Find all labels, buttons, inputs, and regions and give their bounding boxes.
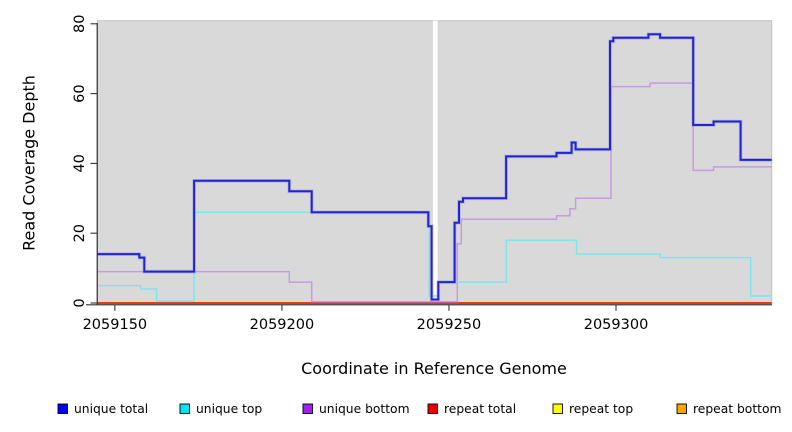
legend-label-unique-total: unique total [74,402,148,416]
y-tick-label: 80 [72,15,88,33]
series-lines-layer [97,32,772,304]
x-tick-label: 2059150 [83,317,148,333]
legend-swatch-unique-top [179,403,190,414]
legend-swatch-repeat-total [427,403,438,414]
x-axis-title: Coordinate in Reference Genome [301,359,567,378]
legend-swatch-repeat-top [552,403,563,414]
series-line-unique-total [97,33,772,301]
x-tick-label: 2059200 [250,317,315,333]
legend-label-repeat-total: repeat total [444,402,516,416]
alignment-gap-band-layer [432,20,438,300]
axes-layer: 2059150 2059200 2059250 2059300 0 20 40 60 80 [72,15,772,333]
legend-swatch-repeat-bottom [676,403,687,414]
legend-label-repeat-top: repeat top [569,402,633,416]
x-tick-label: 2059250 [417,317,482,333]
legend-label-unique-bottom: unique bottom [319,402,410,416]
legend-label-repeat-bottom: repeat bottom [693,402,781,416]
legend-swatch-unique-bottom [302,403,313,414]
x-tick-label: 2059300 [584,317,649,333]
y-tick-label: 60 [72,84,88,102]
alignment-gap-band [432,20,438,300]
y-tick-label: 20 [72,224,88,242]
legend-swatch-unique-total [57,403,68,414]
legend-label-unique-top: unique top [196,402,262,416]
y-tick-label: 0 [72,298,88,307]
legend: unique total unique top unique bottom repea… [57,402,781,416]
y-tick-label: 40 [72,154,88,172]
y-axis-title: Read Coverage Depth [20,75,39,251]
